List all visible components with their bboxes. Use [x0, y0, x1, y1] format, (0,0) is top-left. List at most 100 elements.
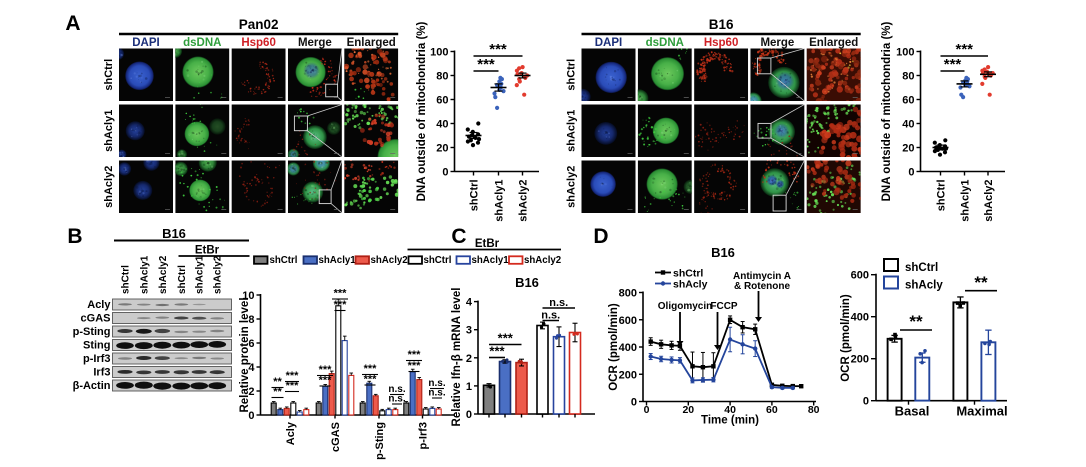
svg-text:80: 80 [902, 71, 914, 83]
svg-text:p-Sting: p-Sting [73, 326, 111, 338]
svg-text:20: 20 [682, 404, 694, 416]
svg-text:shAcly1: shAcly1 [103, 110, 115, 152]
svg-text:0: 0 [631, 397, 637, 409]
svg-text:Enlarged: Enlarged [347, 37, 396, 49]
svg-text:80: 80 [808, 404, 820, 416]
svg-text:Oligomycin: Oligomycin [658, 301, 712, 312]
svg-text:B16: B16 [711, 245, 735, 260]
svg-text:shAcly1: shAcly1 [960, 180, 972, 222]
svg-text:10: 10 [242, 290, 254, 302]
svg-text:DAPI: DAPI [595, 37, 622, 49]
svg-text:40: 40 [902, 119, 914, 131]
svg-text:B16: B16 [515, 275, 539, 290]
svg-text:8: 8 [248, 314, 254, 326]
svg-text:Antimycin A: Antimycin A [733, 271, 791, 282]
svg-text:Relative protein level: Relative protein level [239, 297, 251, 412]
svg-text:shCtrl: shCtrl [424, 255, 452, 266]
svg-text:shAcly1: shAcly1 [566, 110, 578, 152]
svg-text:shCtrl: shCtrl [566, 59, 578, 91]
svg-text:***: *** [364, 363, 378, 375]
svg-text:***: *** [944, 56, 962, 73]
svg-text:shAcly2: shAcly2 [213, 255, 224, 294]
svg-text:p-Sting: p-Sting [374, 422, 386, 460]
svg-text:OCR (pmol/min): OCR (pmol/min) [840, 294, 852, 382]
svg-text:20: 20 [902, 143, 914, 155]
svg-text:100: 100 [430, 47, 448, 59]
svg-text:***: *** [408, 349, 422, 361]
svg-text:40: 40 [724, 404, 736, 416]
svg-text:***: *** [498, 331, 514, 346]
svg-text:OCR (pmol/min): OCR (pmol/min) [608, 303, 620, 391]
svg-text:shAcly2: shAcly2 [103, 166, 115, 208]
svg-text:0: 0 [908, 167, 914, 179]
svg-text:n.s.: n.s. [388, 384, 405, 395]
svg-text:***: *** [477, 56, 495, 73]
svg-text:DAPI: DAPI [132, 37, 159, 49]
svg-text:n.s.: n.s. [541, 310, 560, 322]
svg-text:shCtrl: shCtrl [905, 262, 938, 274]
svg-text:DNA outside of mitochondria (%: DNA outside of mitochondria (%) [881, 21, 893, 201]
svg-text:shAcly: shAcly [673, 279, 708, 291]
svg-text:EtBr: EtBr [475, 238, 500, 250]
svg-text:Hsp60: Hsp60 [704, 37, 739, 49]
svg-text:60: 60 [902, 95, 914, 107]
svg-text:Merge: Merge [760, 37, 794, 49]
svg-text:n.s.: n.s. [428, 388, 445, 399]
svg-text:4: 4 [466, 297, 473, 309]
svg-text:shAcly2: shAcly2 [566, 166, 578, 208]
svg-text:Merge: Merge [298, 37, 332, 49]
svg-text:Pan02: Pan02 [239, 17, 279, 32]
svg-text:400: 400 [619, 342, 637, 354]
svg-text:Enlarged: Enlarged [809, 37, 858, 49]
svg-text:C: C [451, 225, 466, 248]
svg-text:B16: B16 [162, 226, 186, 241]
svg-text:DNA outside of mitochondria (%: DNA outside of mitochondria (%) [416, 21, 428, 201]
svg-text:shAcly2: shAcly2 [518, 180, 530, 222]
svg-text:n.s.: n.s. [388, 394, 405, 405]
svg-text:FCCP: FCCP [710, 301, 738, 312]
svg-text:**: ** [909, 312, 923, 331]
svg-text:1: 1 [466, 381, 472, 393]
svg-text:***: *** [364, 374, 378, 386]
svg-text:cGAS: cGAS [81, 312, 111, 324]
svg-text:n.s.: n.s. [428, 378, 445, 389]
svg-text:***: *** [319, 375, 333, 387]
svg-text:800: 800 [619, 288, 637, 300]
svg-text:p-Irf3: p-Irf3 [83, 353, 111, 365]
svg-text:100: 100 [896, 47, 914, 59]
svg-text:2: 2 [466, 353, 472, 365]
svg-text:shCtrl: shCtrl [673, 268, 703, 280]
svg-text:3: 3 [466, 325, 472, 337]
svg-text:60: 60 [766, 404, 778, 416]
svg-text:***: *** [334, 299, 348, 311]
svg-text:A: A [65, 12, 80, 35]
svg-text:shAcly1: shAcly1 [195, 255, 206, 294]
svg-text:β-Actin: β-Actin [73, 380, 111, 392]
svg-text:shCtrl: shCtrl [469, 180, 481, 212]
svg-text:shAcly1: shAcly1 [139, 255, 150, 294]
svg-text:shAcly1: shAcly1 [472, 255, 510, 266]
svg-text:Acly: Acly [87, 299, 111, 311]
svg-text:200: 200 [619, 369, 637, 381]
svg-text:shAcly1: shAcly1 [319, 255, 357, 266]
svg-text:***: *** [319, 364, 333, 376]
svg-text:600: 600 [619, 315, 637, 327]
svg-text:Time (min): Time (min) [701, 415, 759, 427]
svg-text:Hsp60: Hsp60 [241, 37, 276, 49]
svg-text:20: 20 [436, 143, 448, 155]
svg-text:***: *** [334, 288, 348, 300]
svg-text:shCtrl: shCtrl [270, 255, 298, 266]
svg-text:Irf3: Irf3 [93, 366, 110, 378]
svg-text:Sting: Sting [83, 339, 111, 351]
svg-text:B16: B16 [709, 17, 734, 32]
svg-text:**: ** [974, 273, 988, 292]
svg-text:shCtrl: shCtrl [121, 265, 132, 294]
svg-text:200: 200 [851, 354, 869, 366]
svg-text:***: *** [489, 41, 507, 58]
svg-text:shAcly2: shAcly2 [158, 255, 169, 294]
svg-text:600: 600 [851, 270, 869, 282]
svg-text:40: 40 [436, 119, 448, 131]
svg-text:0: 0 [466, 409, 472, 421]
svg-text:***: *** [286, 370, 300, 382]
svg-text:cGAS: cGAS [330, 422, 342, 452]
